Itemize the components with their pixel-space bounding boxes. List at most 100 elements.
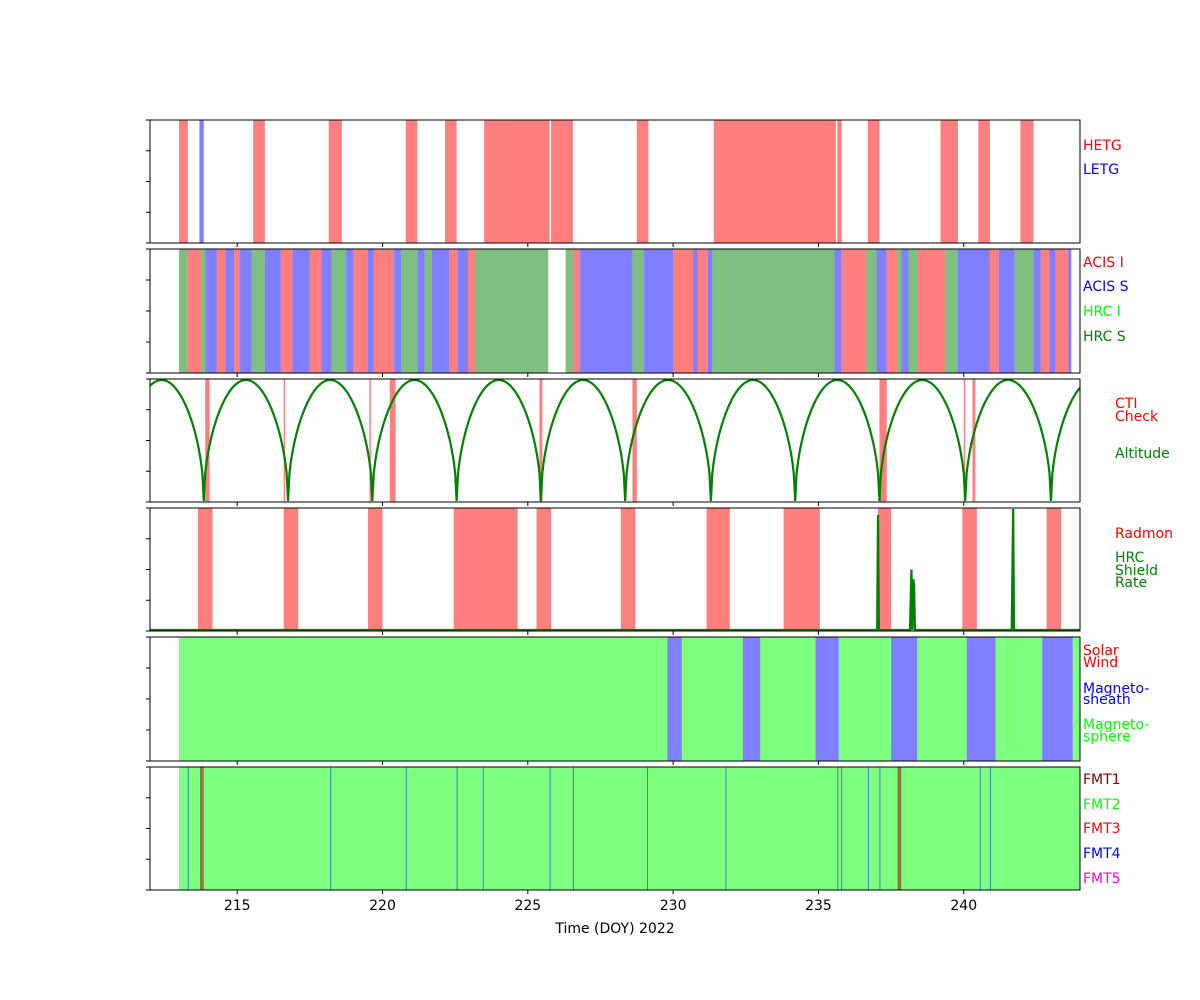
interval-bar-acis-i bbox=[917, 249, 945, 373]
interval-bar-hetg bbox=[444, 120, 457, 243]
interval-bar-hrc-s bbox=[712, 249, 835, 373]
panel-grating: HETG LETG bbox=[146, 119, 1122, 247]
interval-bar-fmt1 bbox=[199, 767, 204, 890]
interval-bar-acis-s bbox=[1033, 249, 1041, 373]
interval-bar-acis-i bbox=[373, 249, 395, 373]
interval-bar-hrc-s bbox=[866, 249, 877, 373]
interval-bar-magnetosheath bbox=[742, 637, 761, 761]
interval-bar-acis-i bbox=[572, 249, 581, 373]
interval-bar-fmt4 bbox=[572, 767, 574, 890]
interval-bar-hrc-s bbox=[944, 249, 958, 373]
altitude-line bbox=[150, 379, 1080, 502]
interval-bar-cti-check bbox=[972, 379, 976, 502]
legend-label: Rate bbox=[1115, 575, 1147, 591]
panel-instrument: ACIS I ACIS S HRC I HRC S bbox=[146, 248, 1129, 377]
interval-bar-hetg bbox=[1020, 120, 1034, 243]
interval-bar-cti-check bbox=[879, 379, 887, 502]
interval-bar-hetg bbox=[940, 120, 958, 243]
interval-bar-hrc-s bbox=[1014, 249, 1034, 373]
x-axis: 215 220 225 230 235 240 Time (DOY) 2022 bbox=[224, 898, 977, 937]
interval-bar-fmt4 bbox=[405, 767, 407, 890]
interval-bar-acis-i bbox=[697, 249, 708, 373]
interval-bar-acis-i bbox=[187, 249, 201, 373]
interval-bar-acis-s bbox=[367, 249, 374, 373]
legend-label: HRC bbox=[1115, 550, 1145, 566]
interval-bar-radmon bbox=[878, 508, 892, 631]
interval-bar-acis-i bbox=[468, 249, 476, 373]
interval-bar-fmt2 bbox=[179, 767, 1080, 890]
interval-bar-cti-check bbox=[963, 379, 966, 502]
interval-bar-magnetosheath bbox=[815, 637, 839, 761]
interval-bar-magnetosheath bbox=[966, 637, 996, 761]
interval-bar-acis-s bbox=[580, 249, 633, 373]
legend-label: Shield bbox=[1115, 563, 1158, 579]
interval-bar-radmon bbox=[367, 508, 383, 631]
interval-bar-acis-s bbox=[876, 249, 887, 373]
interval-bar-acis-s bbox=[1049, 249, 1056, 373]
legend-label: ACIS S bbox=[1083, 279, 1129, 295]
interval-bar-hrc-s bbox=[475, 249, 549, 373]
panel-background bbox=[150, 120, 1080, 243]
legend-label: Radmon bbox=[1115, 526, 1173, 542]
legend-label: FMT3 bbox=[1083, 821, 1121, 837]
interval-bar-cti-check bbox=[539, 379, 543, 502]
x-tick-label: 225 bbox=[514, 898, 541, 914]
interval-bar-cti-check bbox=[389, 379, 396, 502]
interval-bar-radmon bbox=[453, 508, 518, 631]
legend-label: FMT5 bbox=[1083, 871, 1121, 887]
interval-bar-acis-s bbox=[1068, 249, 1072, 373]
interval-bar-hrc-s bbox=[424, 249, 432, 373]
interval-bar-acis-s bbox=[431, 249, 450, 373]
legend-label: HRC S bbox=[1083, 329, 1126, 345]
interval-bar-hrc-s bbox=[632, 249, 645, 373]
panel-background bbox=[150, 508, 1080, 631]
x-tick-label: 230 bbox=[660, 898, 687, 914]
interval-bar-hetg bbox=[328, 120, 342, 243]
panel-format: FMT1 FMT2 FMT3 FMT4 FMT5 bbox=[146, 766, 1121, 894]
interval-bar-fmt4 bbox=[841, 767, 843, 890]
interval-bar-magnetosphere bbox=[179, 637, 668, 761]
interval-bar-cti-check bbox=[205, 379, 210, 502]
interval-bar-acis-s bbox=[346, 249, 354, 373]
interval-bar-hetg bbox=[253, 120, 265, 243]
interval-bar-fmt4 bbox=[979, 767, 981, 890]
interval-bar-acis-s bbox=[708, 249, 713, 373]
interval-bar-fmt4 bbox=[867, 767, 869, 890]
interval-bar-hrc-s bbox=[401, 249, 418, 373]
interval-bar-hetg bbox=[405, 120, 418, 243]
interval-bar-radmon bbox=[706, 508, 730, 631]
interval-bar-acis-i bbox=[234, 249, 241, 373]
interval-bar-fmt4 bbox=[330, 767, 332, 890]
interval-bar-hrc-s bbox=[908, 249, 918, 373]
interval-bar-hetg bbox=[484, 120, 550, 243]
legend-label: FMT4 bbox=[1083, 846, 1121, 862]
interval-bar-fmt4 bbox=[187, 767, 189, 890]
interval-bar-radmon bbox=[1046, 508, 1062, 631]
interval-bar-acis-s bbox=[901, 249, 909, 373]
interval-bar-letg bbox=[199, 120, 204, 243]
interval-bar-hrc-s bbox=[251, 249, 265, 373]
interval-bar-fmt4 bbox=[456, 767, 458, 890]
interval-bar-hrc-s bbox=[896, 249, 902, 373]
interval-bars bbox=[179, 767, 1080, 890]
interval-bar-magnetosheath bbox=[891, 637, 918, 761]
interval-bar-acis-i bbox=[841, 249, 867, 373]
interval-bar-acis-s bbox=[693, 249, 698, 373]
legend-label: HETG bbox=[1083, 138, 1122, 154]
panel-background bbox=[150, 379, 1080, 502]
interval-bar-fmt4 bbox=[989, 767, 991, 890]
interval-bar-acis-i bbox=[886, 249, 897, 373]
legend-label: Magneto- bbox=[1083, 717, 1149, 733]
legend-label: CTI bbox=[1115, 396, 1137, 412]
interval-bar-fmt4 bbox=[837, 767, 839, 890]
interval-bar-fmt4 bbox=[725, 767, 727, 890]
interval-bar-acis-i bbox=[1055, 249, 1069, 373]
interval-bar-hetg bbox=[551, 120, 573, 243]
legend-label: LETG bbox=[1083, 162, 1119, 178]
interval-bar-magnetosphere bbox=[838, 637, 892, 761]
interval-bar-fmt1 bbox=[897, 767, 902, 890]
